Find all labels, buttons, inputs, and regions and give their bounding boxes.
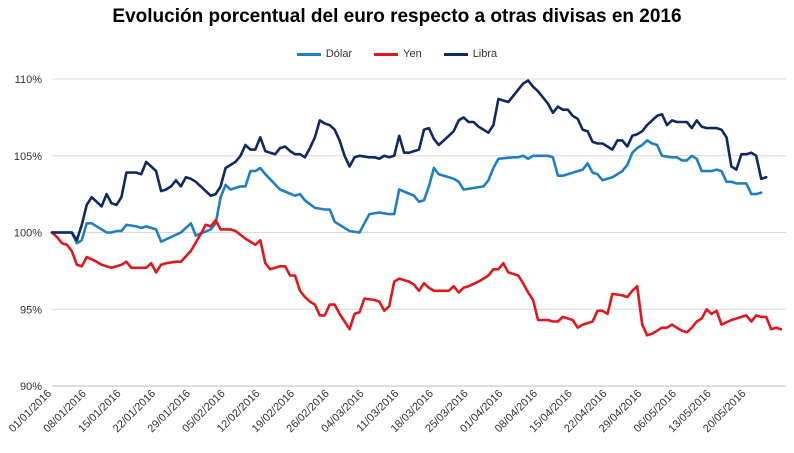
- chart-title: Evolución porcentual del euro respecto a…: [112, 6, 682, 27]
- y-tick-label: 105%: [14, 151, 42, 163]
- legend-item-dolar: Dólar: [296, 48, 353, 60]
- legend-label-dolar: Dólar: [325, 48, 353, 60]
- y-tick-label: 110%: [15, 74, 43, 86]
- legend-swatch-yen: [374, 52, 399, 56]
- legend-item-yen: Yen: [374, 48, 422, 60]
- legend-label-libra: Libra: [472, 48, 498, 60]
- series-line-libra: [50, 79, 768, 242]
- y-tick-label: 95%: [20, 304, 42, 316]
- y-tick-label: 100%: [14, 228, 42, 240]
- series-line-dolar: [50, 139, 763, 245]
- series-line-yen: [50, 218, 783, 337]
- legend-swatch-dolar: [296, 52, 321, 56]
- legend-item-libra: Libra: [443, 48, 498, 60]
- legend-swatch-libra: [443, 52, 468, 56]
- y-tick-label: 90%: [20, 381, 42, 393]
- legend: Dólar Yen Libra: [0, 48, 794, 60]
- legend-label-yen: Yen: [403, 48, 422, 60]
